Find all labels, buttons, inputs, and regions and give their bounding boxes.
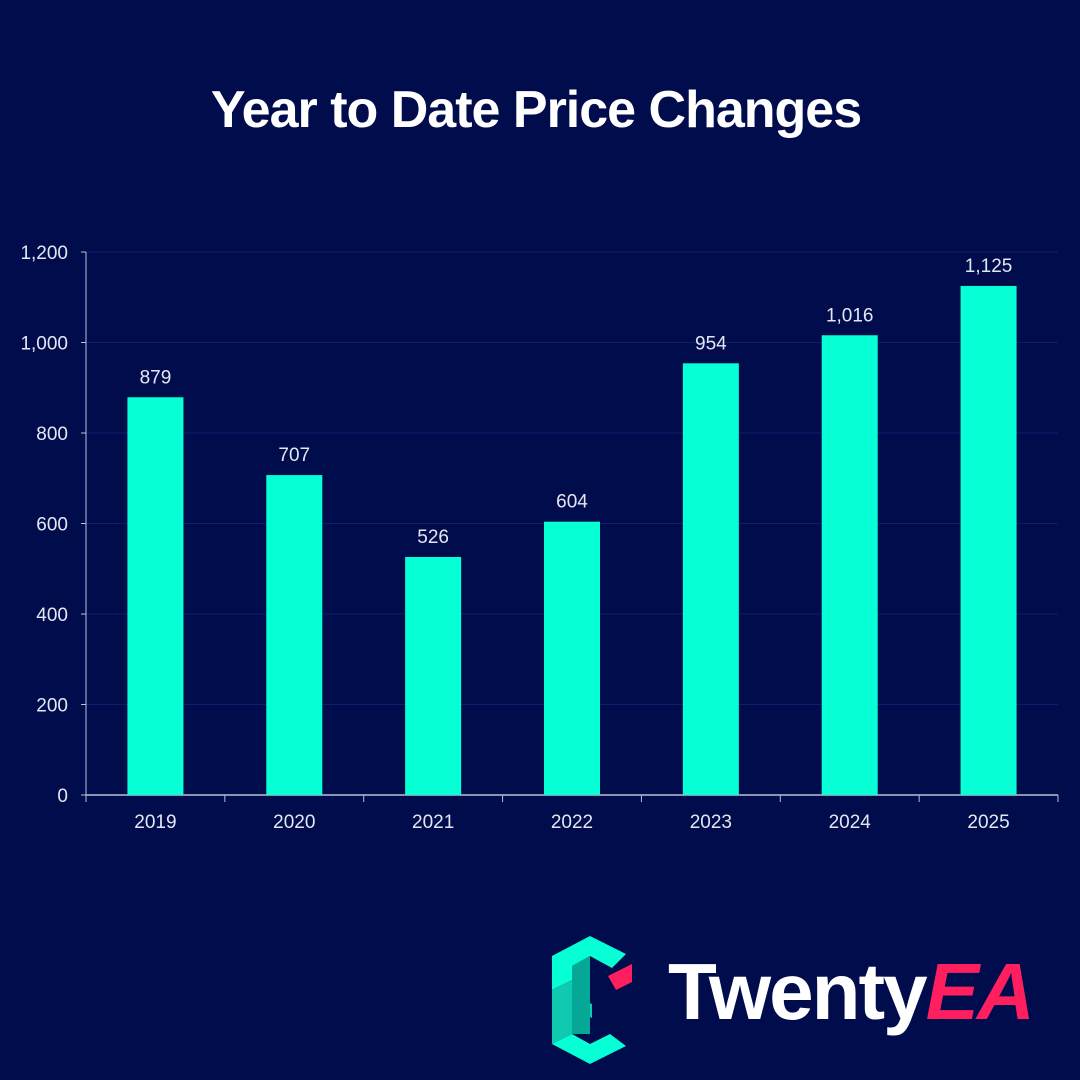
brand-logo: TwentyEA: [548, 934, 1058, 1069]
brand-name-ea: EA: [925, 947, 1035, 1036]
x-tick-label: 2022: [551, 812, 593, 833]
data-label-2025: 1,125: [965, 256, 1013, 277]
data-label-2022: 604: [556, 492, 588, 513]
x-tick-label: 2023: [690, 812, 732, 833]
brand-wordmark: TwentyEA: [668, 952, 1035, 1032]
y-tick-label: 1,000: [20, 334, 68, 355]
bar-2022: [544, 521, 600, 795]
bar-2020: [266, 475, 323, 795]
data-label-2024: 1,016: [826, 305, 874, 326]
chart-title: Year to Date Price Changes: [210, 81, 862, 139]
data-label-2023: 954: [695, 333, 727, 354]
y-tick-label: 800: [36, 424, 68, 445]
bar-2023: [682, 363, 739, 795]
x-tick-label: 2021: [412, 812, 454, 833]
y-tick-label: 400: [36, 605, 68, 626]
x-tick-label: 2019: [134, 812, 176, 833]
x-tick-label: 2020: [273, 812, 315, 833]
brand-name-twenty: Twenty: [668, 947, 928, 1036]
x-tick-label: 2025: [967, 812, 1009, 833]
data-label-2019: 879: [140, 367, 172, 388]
x-tick-label: 2024: [829, 812, 872, 833]
bar-2025: [960, 285, 1017, 795]
y-tick-label: 1,200: [20, 243, 68, 264]
twentyea-e-logo-icon: [552, 936, 632, 1064]
y-tick-label: 600: [36, 515, 68, 536]
data-label-2021: 526: [417, 527, 449, 548]
bar-2021: [405, 556, 462, 795]
y-tick-label: 0: [57, 786, 68, 807]
y-tick-label: 200: [36, 696, 68, 717]
bar-2019: [127, 397, 184, 795]
bar-2024: [821, 335, 878, 795]
data-label-2020: 707: [278, 445, 310, 466]
